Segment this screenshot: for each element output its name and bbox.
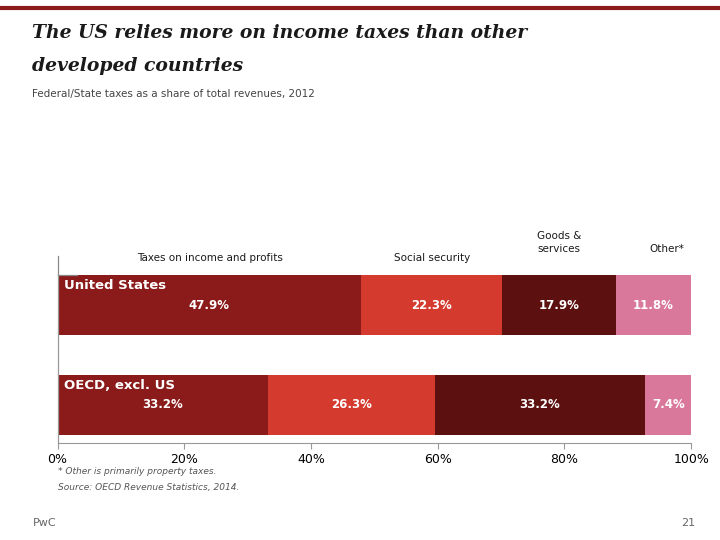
Text: * Other is primarily property taxes.: * Other is primarily property taxes.: [58, 467, 216, 476]
Text: 26.3%: 26.3%: [330, 399, 372, 411]
Text: The US relies more on income taxes than other: The US relies more on income taxes than …: [32, 24, 528, 42]
Text: 47.9%: 47.9%: [189, 299, 230, 312]
Bar: [616, 275, 690, 335]
Text: Other*: Other*: [649, 244, 684, 254]
Bar: [58, 375, 268, 435]
Bar: [435, 375, 645, 435]
Text: Goods &
services: Goods & services: [536, 231, 581, 254]
Text: Source: OECD Revenue Statistics, 2014.: Source: OECD Revenue Statistics, 2014.: [58, 483, 239, 492]
Text: 33.2%: 33.2%: [143, 399, 183, 411]
Text: United States: United States: [64, 279, 166, 293]
Text: developed countries: developed countries: [32, 57, 243, 75]
Text: OECD, excl. US: OECD, excl. US: [64, 379, 175, 392]
Text: 17.9%: 17.9%: [539, 299, 580, 312]
Bar: [58, 275, 361, 335]
Text: 21: 21: [680, 518, 695, 528]
Bar: [361, 275, 503, 335]
Bar: [503, 275, 616, 335]
Text: 22.3%: 22.3%: [411, 299, 452, 312]
Text: Social security: Social security: [394, 253, 470, 264]
Text: Taxes on income and profits: Taxes on income and profits: [137, 253, 283, 264]
Text: 33.2%: 33.2%: [519, 399, 560, 411]
Text: 7.4%: 7.4%: [652, 399, 685, 411]
Text: 11.8%: 11.8%: [633, 299, 674, 312]
Bar: [268, 375, 435, 435]
Text: Federal/State taxes as a share of total revenues, 2012: Federal/State taxes as a share of total …: [32, 89, 315, 99]
Bar: [645, 375, 692, 435]
Text: PwC: PwC: [32, 518, 56, 528]
